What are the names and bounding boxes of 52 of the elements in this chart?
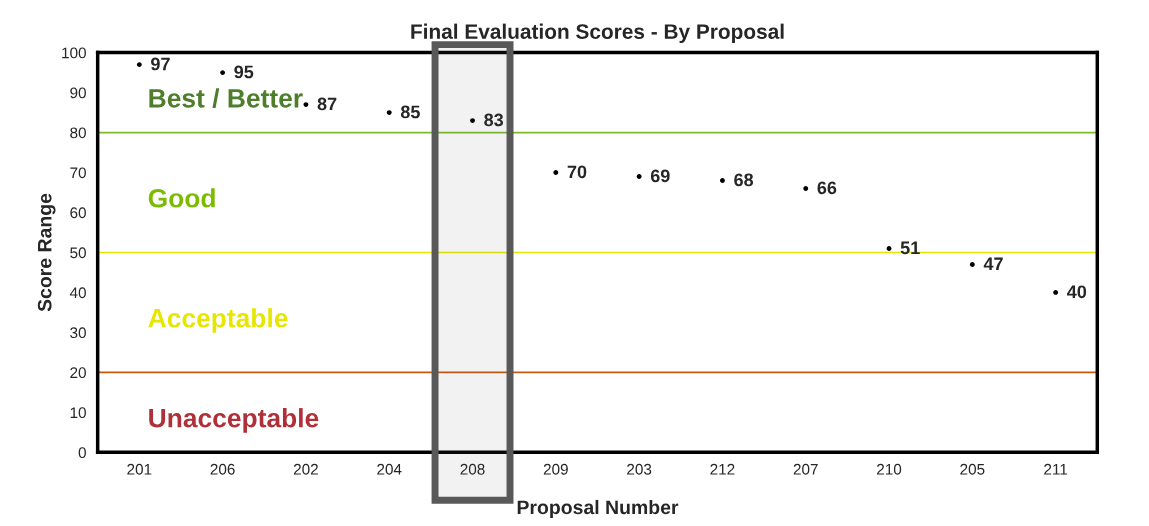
point bbox=[720, 178, 725, 183]
x-tick-label: 207 bbox=[793, 463, 818, 475]
x-tick-label: 212 bbox=[710, 463, 735, 475]
point bbox=[969, 262, 975, 267]
data-label: 87 bbox=[317, 97, 337, 111]
x-tick-label: 210 bbox=[877, 463, 902, 475]
x-tick-label: 202 bbox=[293, 463, 318, 475]
point bbox=[553, 170, 559, 175]
y-tick-label: 10 bbox=[70, 407, 86, 419]
data-label: 68 bbox=[734, 173, 754, 187]
point bbox=[1053, 290, 1059, 295]
y-axis-title: Score Range bbox=[37, 193, 56, 312]
data-label: 70 bbox=[567, 165, 587, 179]
point bbox=[220, 70, 226, 75]
data-label: 85 bbox=[400, 105, 420, 119]
x-tick-label: 211 bbox=[1044, 463, 1068, 475]
y-tick-label: 50 bbox=[70, 247, 86, 259]
annotation: Unacceptable bbox=[149, 408, 319, 433]
point bbox=[470, 118, 475, 123]
x-tick-label: 208 bbox=[460, 463, 485, 475]
y-tick-label: 60 bbox=[70, 207, 86, 219]
annotation: Best / Better bbox=[149, 88, 303, 108]
x-tick-label: 205 bbox=[960, 463, 985, 475]
data-label: 51 bbox=[900, 241, 920, 255]
y-tick-label: 40 bbox=[69, 287, 86, 299]
point bbox=[386, 110, 392, 115]
data-label: 97 bbox=[151, 57, 170, 71]
data-label: 66 bbox=[817, 181, 837, 195]
y-tick-label: 80 bbox=[70, 127, 86, 139]
data-label: 83 bbox=[484, 113, 504, 127]
data-label: 95 bbox=[234, 65, 254, 79]
data-label: 40 bbox=[1067, 285, 1087, 299]
data-label: 47 bbox=[983, 257, 1003, 271]
y-tick-label: 90 bbox=[70, 87, 86, 99]
annotation: Acceptable bbox=[148, 308, 288, 333]
point bbox=[636, 174, 642, 179]
y-tick-label: 100 bbox=[62, 47, 86, 59]
annotation: Good bbox=[148, 188, 215, 208]
data-label: 69 bbox=[650, 169, 670, 183]
x-tick-label: 203 bbox=[627, 463, 652, 475]
x-tick-label: 204 bbox=[377, 463, 402, 475]
x-axis-title: Proposal Number bbox=[517, 499, 679, 519]
y-tick-label: 20 bbox=[70, 367, 86, 379]
chart-title: Final Evaluation Scores - By Proposal bbox=[411, 23, 784, 44]
y-tick-label: 0 bbox=[78, 447, 86, 459]
x-tick-label: 209 bbox=[543, 463, 568, 475]
x-tick-label: 206 bbox=[210, 463, 235, 475]
y-tick-label: 70 bbox=[70, 167, 86, 179]
x-tick-label: 201 bbox=[127, 463, 152, 475]
point bbox=[803, 186, 809, 191]
point bbox=[136, 62, 142, 67]
y-tick-label: 30 bbox=[70, 327, 86, 339]
